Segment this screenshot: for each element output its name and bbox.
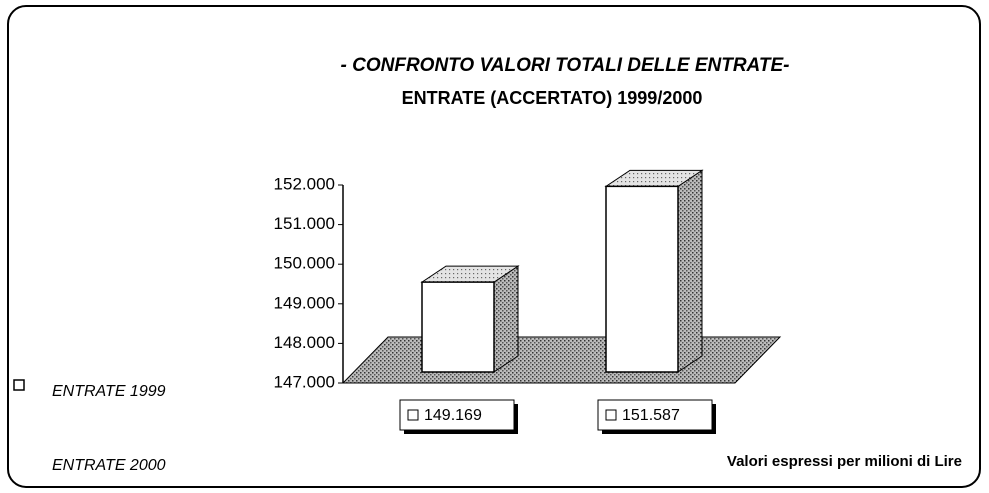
y-tick-label: 151.000 — [274, 214, 335, 233]
label-key — [407, 409, 419, 421]
chart-subtitle: ENTRATE (ACCERTATO) 1999/2000 — [402, 88, 703, 108]
legend-label: ENTRATE 2000 — [52, 457, 166, 474]
floor — [341, 336, 782, 384]
bar — [421, 281, 495, 373]
y-tick-label: 150.000 — [274, 254, 335, 273]
y-tick-label: 149.000 — [274, 293, 335, 312]
label-box — [399, 399, 515, 431]
y-tick-label: 152.000 — [274, 174, 335, 193]
label-key — [605, 409, 617, 421]
value-label: 151.587 — [622, 407, 680, 424]
bar — [605, 185, 679, 373]
value-label: 149.169 — [424, 407, 482, 424]
legend-label: ENTRATE 1999 — [52, 383, 166, 400]
y-tick-label: 147.000 — [274, 372, 335, 391]
note: Valori espressi per milioni di Lire — [727, 453, 962, 470]
y-tick-label: 148.000 — [274, 333, 335, 352]
legend-key — [13, 379, 25, 391]
bar-side — [677, 169, 703, 373]
bar-side — [493, 265, 519, 373]
label-box — [597, 399, 713, 431]
chart-title: - CONFRONTO VALORI TOTALI DELLE ENTRATE- — [341, 55, 790, 76]
